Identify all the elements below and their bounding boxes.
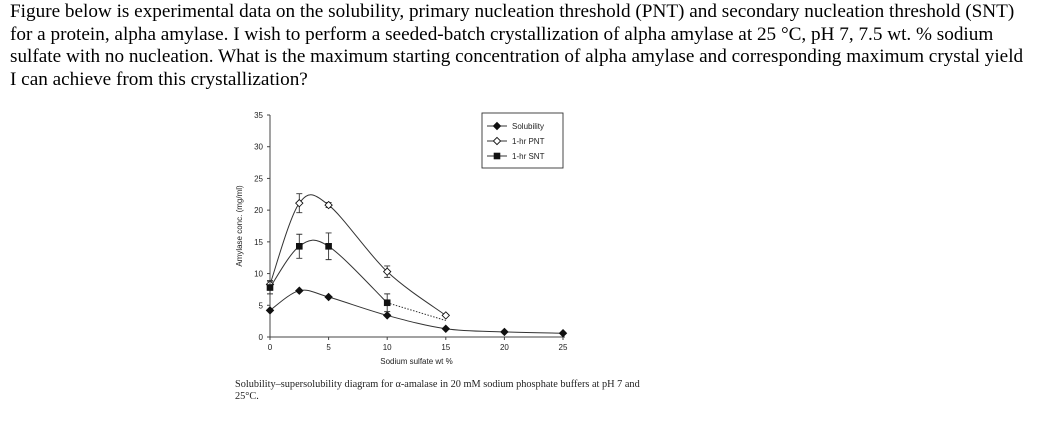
- y-tick-label: 0: [259, 333, 264, 342]
- y-tick-label: 30: [254, 143, 263, 152]
- diamond-marker: [558, 328, 568, 338]
- x-tick-label: 10: [383, 343, 392, 352]
- y-tick-label: 25: [254, 174, 263, 183]
- x-tick-label: 0: [268, 343, 273, 352]
- legend-item: 1-hr PNT: [487, 136, 545, 146]
- legend-label: Solubility: [512, 122, 544, 131]
- series-solubility: [265, 286, 568, 338]
- legend-label: 1-hr PNT: [512, 137, 545, 146]
- plot-area: [265, 193, 568, 338]
- diamond-marker: [295, 286, 304, 295]
- diamond-marker: [324, 292, 333, 302]
- legend-label: 1-hr SNT: [512, 152, 545, 161]
- diamond-marker: [382, 311, 392, 320]
- y-tick-label: 35: [254, 111, 263, 120]
- y-tick-label: 15: [254, 238, 263, 247]
- figure-caption: Solubility–supersolubility diagram for α…: [235, 379, 640, 402]
- dotted-extension-line: [387, 302, 446, 321]
- legend-item: Solubility: [487, 121, 544, 131]
- question-text: Figure below is experimental data on the…: [10, 1, 1024, 90]
- y-tick-label: 20: [254, 206, 263, 215]
- square-marker: [325, 242, 332, 250]
- open-diamond-marker: [324, 200, 333, 210]
- series-1-hr-snt: [266, 232, 446, 321]
- x-tick-label: 5: [326, 343, 331, 352]
- y-tick-label: 10: [254, 270, 263, 279]
- solubility-chart: 0 5 10 15 20 25 0 5 10 15 20 25 30 35 Sodium sulfate w…: [235, 111, 568, 366]
- x-tick-label: 25: [559, 343, 568, 352]
- legend-item: 1-hr SNT: [487, 152, 545, 161]
- square-marker: [296, 242, 303, 250]
- diamond-marker: [500, 327, 509, 337]
- series-1-hr-pnt: [265, 193, 451, 320]
- open-diamond-marker: [492, 136, 502, 146]
- axes: 0 5 10 15 20 25 0 5 10 15 20 25 30 35 Sodium sulfate w…: [235, 111, 568, 366]
- diamond-marker: [441, 324, 451, 333]
- square-marker: [493, 152, 501, 160]
- open-diamond-marker: [441, 311, 451, 320]
- square-marker: [383, 299, 391, 307]
- y-tick-label: 5: [259, 301, 264, 310]
- x-axis-label: Sodium sulfate wt %: [380, 357, 452, 366]
- open-diamond-marker: [295, 198, 304, 208]
- diamond-marker: [492, 121, 502, 131]
- square-marker: [266, 284, 274, 291]
- diamond-marker: [265, 306, 275, 315]
- y-axis-label: Amylase conc. (mg/ml): [235, 185, 244, 267]
- legend: Solubility 1-hr PNT 1-hr SNT: [481, 112, 564, 169]
- x-tick-label: 20: [500, 343, 509, 352]
- x-tick-label: 15: [441, 343, 450, 352]
- series-line: [269, 239, 388, 304]
- open-diamond-marker: [382, 267, 392, 276]
